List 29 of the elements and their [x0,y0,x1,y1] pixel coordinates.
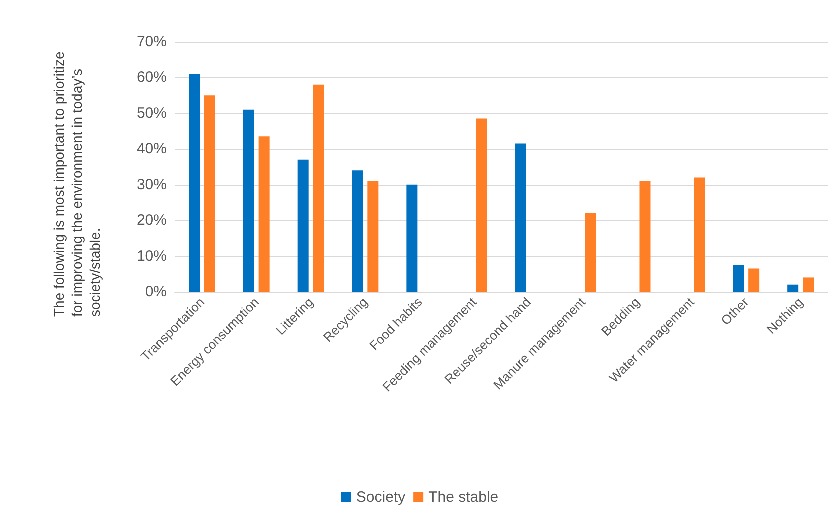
bar [243,110,254,292]
bar [640,181,651,292]
y-tick-label: 0% [145,284,167,300]
bar [516,144,527,292]
legend-label: The stable [428,489,499,506]
bar [694,178,706,292]
bar [368,181,379,292]
bar [406,184,418,292]
y-tick-label: 40% [136,140,167,158]
bar [313,84,324,292]
bar [788,284,799,292]
y-tick-label: 10% [136,248,167,265]
bar [476,118,488,292]
bar [204,96,216,292]
bar [352,170,364,292]
bar [298,160,309,292]
y-tick-label: 30% [136,176,167,194]
legend-label: Society [356,489,406,506]
y-axis-title: The following is most important to prioritize for improving the environment in today’s society/stable. [51,48,103,317]
bar [733,265,744,292]
bar [258,136,270,292]
bar [802,278,814,292]
y-tick-label: 60% [136,69,167,86]
y-tick-label: 70% [136,34,167,50]
y-tick-label: 20% [136,212,167,230]
bar [189,74,200,292]
y-tick-label: 50% [136,104,167,122]
bar [748,268,760,292]
bar [585,213,596,292]
